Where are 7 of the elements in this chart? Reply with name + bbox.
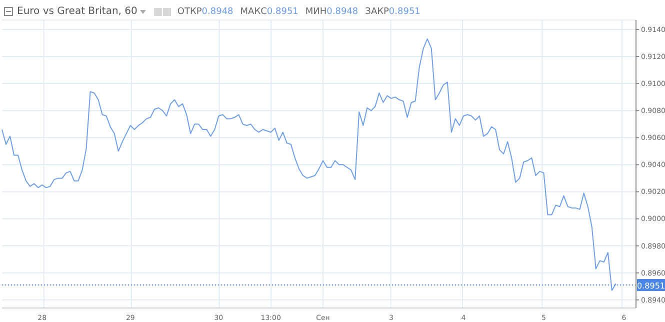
chart-title: Euro vs Great Britan, 60 xyxy=(17,6,138,17)
text: МАКС0.8951 xyxy=(240,6,298,16)
ref-line-label: 0.8951 xyxy=(637,282,665,291)
text: ОТКР0.8948 xyxy=(177,6,234,16)
text: МИН0.8948 xyxy=(305,6,358,16)
text: ЗАКР0.8951 xyxy=(365,6,420,16)
line-series xyxy=(2,38,616,291)
